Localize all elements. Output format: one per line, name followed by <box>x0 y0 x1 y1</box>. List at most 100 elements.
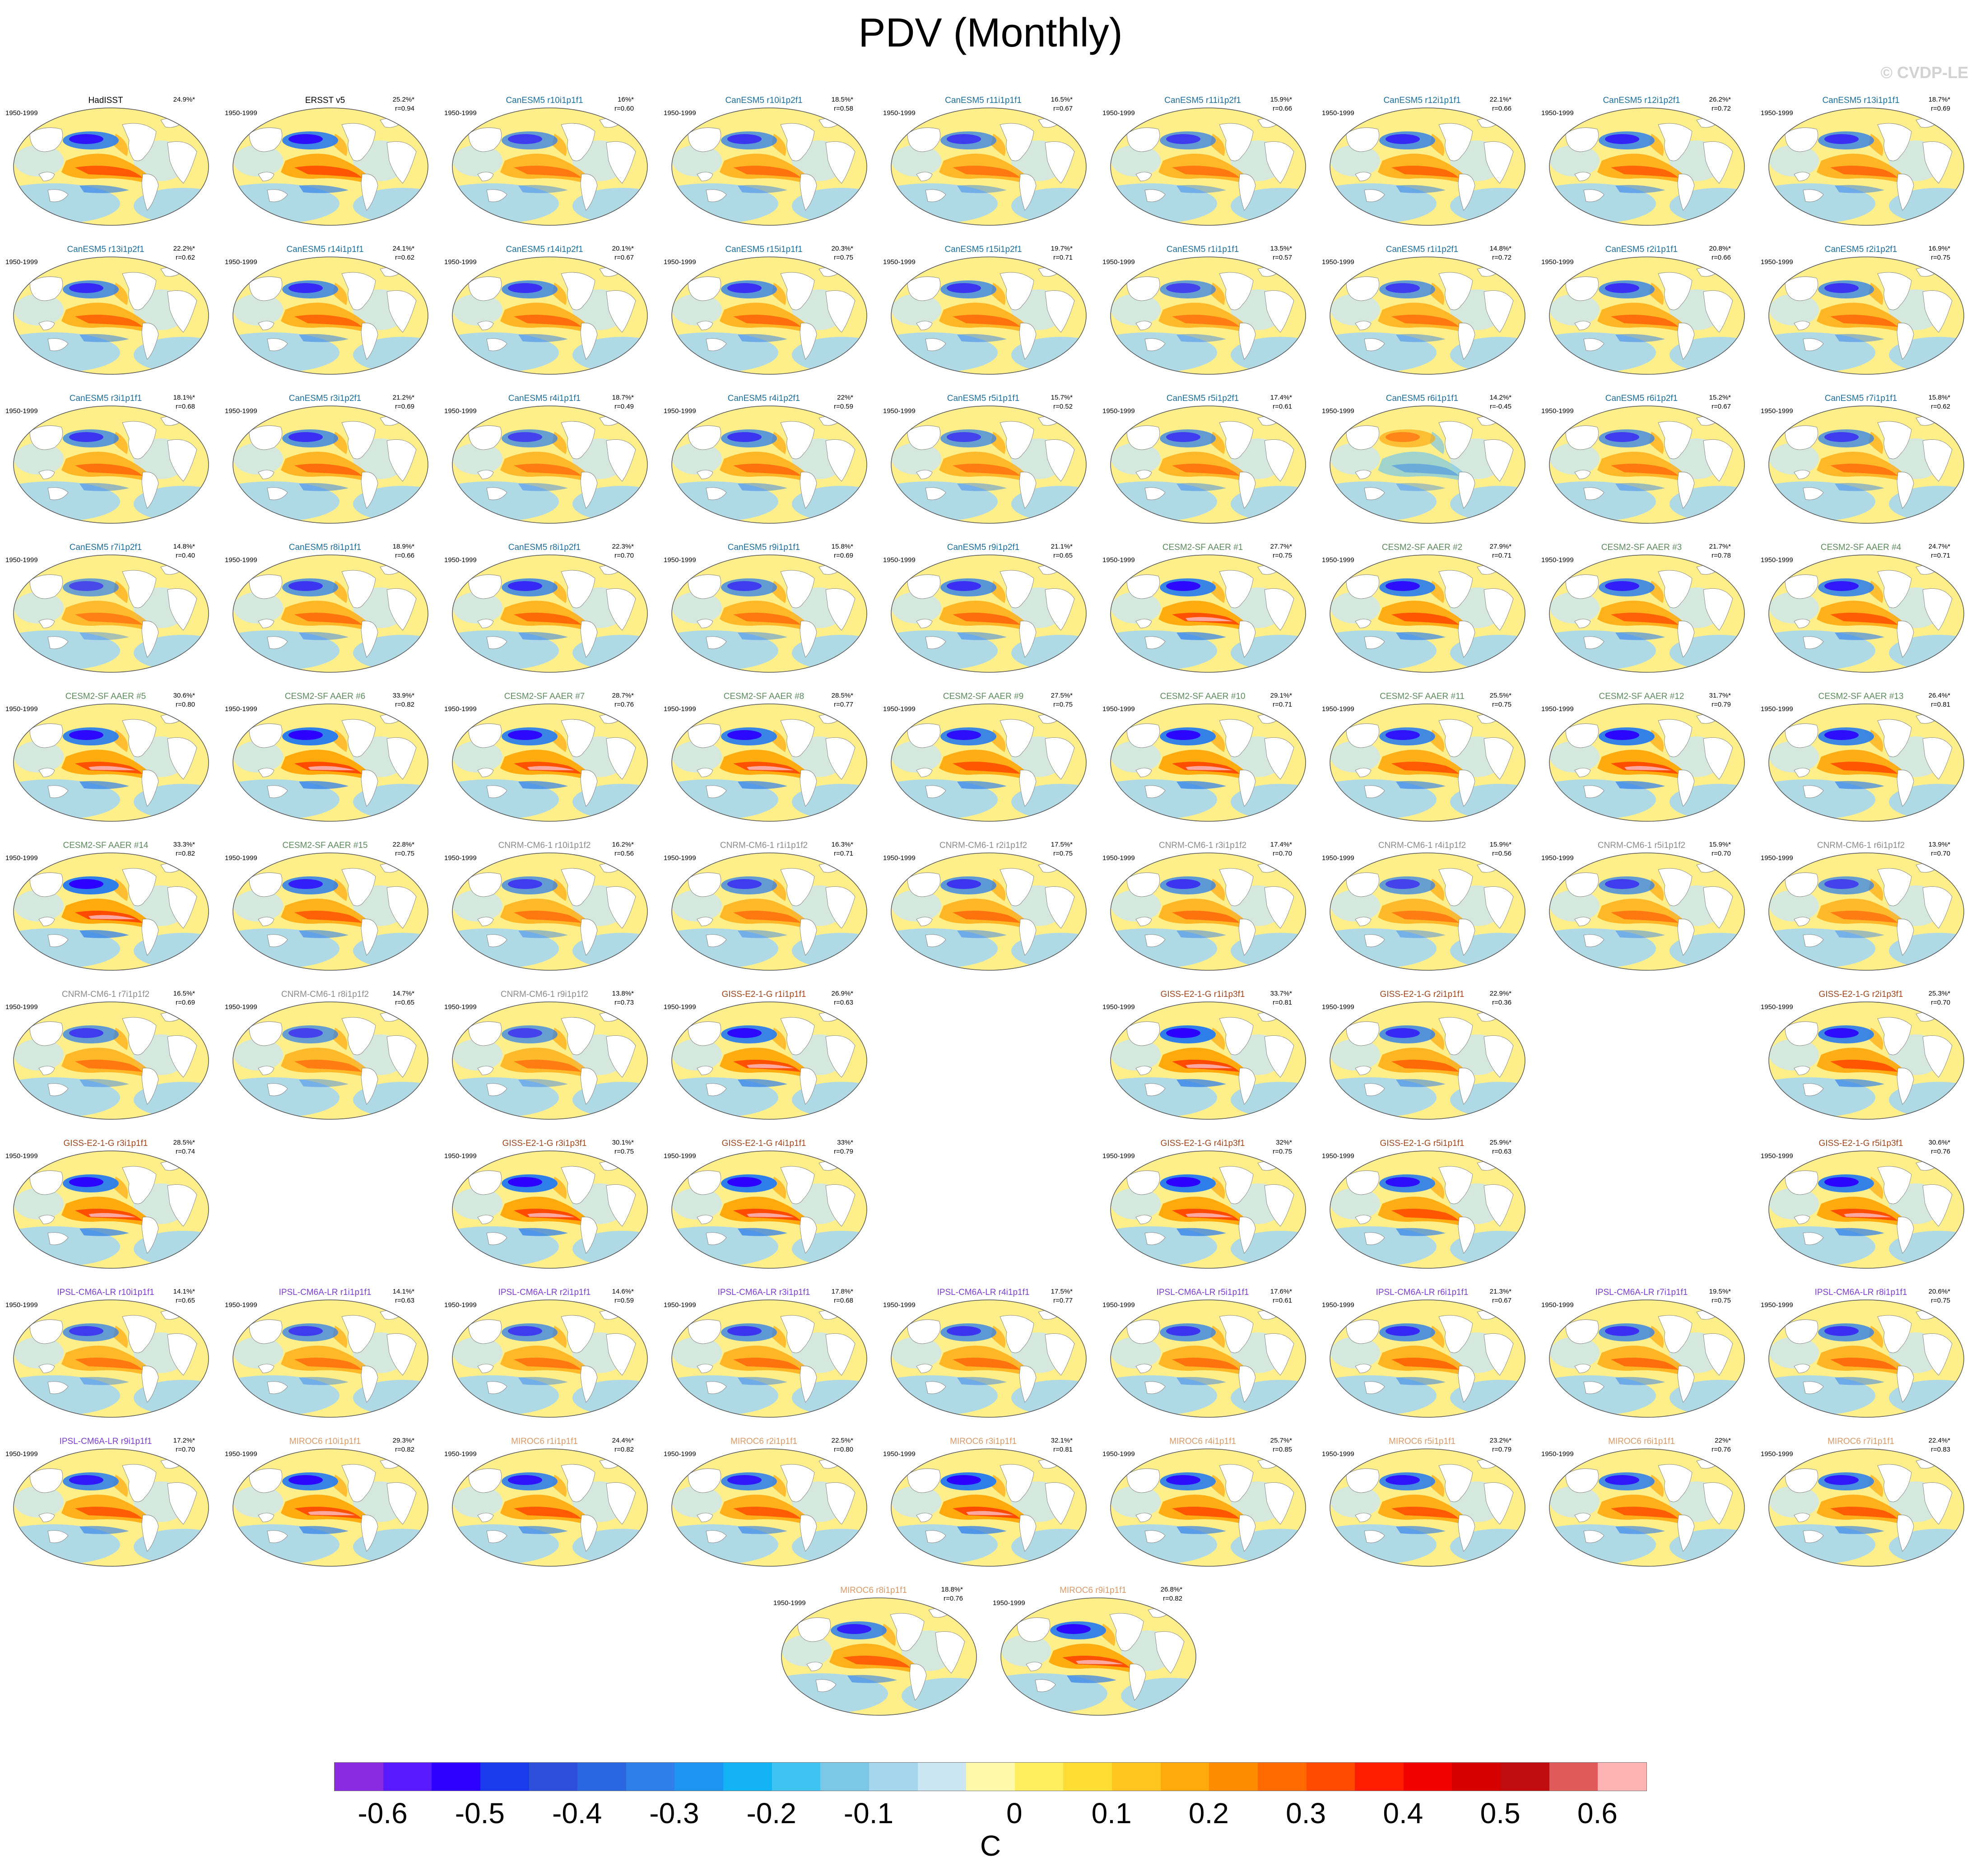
panel-title: GISS-E2-1-G r1i1p3f1 <box>1160 990 1245 999</box>
sst-pattern-map <box>13 1150 209 1269</box>
panel-period: 1950-1999 <box>5 705 38 713</box>
panel-title: IPSL-CM6A-LR r5i1p1f1 <box>1156 1288 1249 1297</box>
map-panel: CESM2-SF AAER #3 1950-1999 21.7%* r=0.78 <box>1538 540 1750 675</box>
map-panel: CESM2-SF AAER #1 1950-1999 27.7%* r=0.75 <box>1099 540 1311 675</box>
sst-pattern-map <box>1110 107 1306 226</box>
colorbar-swatch <box>1257 1763 1307 1791</box>
panel-variance-pct: 17.4%* <box>1270 841 1292 848</box>
colorbar-tick-label: 0.5 <box>1480 1797 1521 1829</box>
sst-pattern-map <box>1768 852 1964 971</box>
panel-variance-pct: 21.7%* <box>1709 543 1731 550</box>
panel-title: MIROC6 r6i1p1f1 <box>1608 1437 1675 1446</box>
panel-correlation: r=0.65 <box>176 1297 195 1304</box>
map-panel: CanESM5 r13i1p2f1 1950-1999 22.2%* r=0.62 <box>2 242 214 377</box>
colorbar-swatch <box>966 1763 1015 1791</box>
sst-pattern-map <box>1549 554 1745 673</box>
panel-variance-pct: 24.9%* <box>173 96 195 103</box>
panel-correlation: r=0.78 <box>1711 552 1731 559</box>
sst-pattern-map <box>671 852 867 971</box>
colorbar-swatch <box>820 1763 869 1791</box>
sst-pattern-map <box>891 852 1087 971</box>
colorbar-swatch <box>723 1763 772 1791</box>
map-panel: CanESM5 r1i1p1f1 1950-1999 13.5%* r=0.57 <box>1099 242 1311 377</box>
sst-pattern-map <box>671 1150 867 1269</box>
panel-correlation: r=0.82 <box>1163 1595 1182 1602</box>
panel-correlation: r=0.66 <box>1492 105 1511 112</box>
panel-variance-pct: 22.4%* <box>1928 1437 1950 1444</box>
sst-pattern-map <box>1768 703 1964 822</box>
map-panel: CanESM5 r10i1p2f1 1950-1999 18.5%* r=0.58 <box>660 93 872 228</box>
panel-title: CanESM5 r7i1p1f1 <box>1824 394 1897 403</box>
sst-pattern-map <box>1110 852 1306 971</box>
panel-period: 1950-1999 <box>1102 705 1135 713</box>
panel-period: 1950-1999 <box>1322 109 1354 117</box>
panel-correlation: r=0.70 <box>176 1446 195 1453</box>
panel-period: 1950-1999 <box>225 109 257 117</box>
panel-period: 1950-1999 <box>664 705 696 713</box>
sst-pattern-map <box>13 554 209 673</box>
colorbar-tick-label: 0.4 <box>1383 1797 1423 1829</box>
panel-correlation: r=0.80 <box>834 1446 853 1453</box>
map-panel: CanESM5 r9i1p1f1 1950-1999 15.8%* r=0.69 <box>660 540 872 675</box>
sst-pattern-map <box>13 256 209 375</box>
panel-correlation: r=0.62 <box>176 254 195 261</box>
map-panel: CESM2-SF AAER #9 1950-1999 27.5%* r=0.75 <box>879 689 1092 824</box>
panel-correlation: r=0.79 <box>834 1148 853 1155</box>
panel-period: 1950-1999 <box>1322 1301 1354 1309</box>
panel-title: CNRM-CM6-1 r9i1p1f2 <box>500 990 589 999</box>
panel-correlation: r=0.72 <box>1711 105 1731 112</box>
sst-pattern-map <box>1330 107 1525 226</box>
panel-correlation: r=0.75 <box>614 1148 634 1155</box>
panel-variance-pct: 18.1%* <box>173 394 195 401</box>
panel-title: IPSL-CM6A-LR r6i1p1f1 <box>1376 1288 1469 1297</box>
panel-correlation: r=0.82 <box>395 1446 414 1453</box>
panel-period: 1950-1999 <box>5 109 38 117</box>
sst-pattern-map <box>1330 852 1525 971</box>
panel-title: IPSL-CM6A-LR r8i1p1f1 <box>1814 1288 1907 1297</box>
panel-title: CNRM-CM6-1 r6i1p1f2 <box>1817 841 1905 850</box>
panel-variance-pct: 28.5%* <box>173 1139 195 1146</box>
map-panel: CESM2-SF AAER #7 1950-1999 28.7%* r=0.76 <box>441 689 653 824</box>
panel-correlation: r=0.75 <box>395 850 414 857</box>
panel-title: CESM2-SF AAER #10 <box>1160 692 1246 701</box>
sst-pattern-map <box>452 1448 648 1567</box>
panel-variance-pct: 22.3%* <box>612 543 634 550</box>
panel-variance-pct: 17.5%* <box>1051 841 1073 848</box>
panel-title: CanESM5 r6i1p2f1 <box>1605 394 1678 403</box>
panel-period: 1950-1999 <box>225 407 257 415</box>
map-panel: CanESM5 r10i1p1f1 1950-1999 16%* r=0.60 <box>441 93 653 228</box>
panel-period: 1950-1999 <box>1761 109 1793 117</box>
panel-title: IPSL-CM6A-LR r7i1p1f1 <box>1595 1288 1688 1297</box>
sst-pattern-map <box>891 256 1087 375</box>
colorbar-swatch <box>480 1763 529 1791</box>
panel-title: MIROC6 r1i1p1f1 <box>511 1437 578 1446</box>
colorbar-swatch <box>1063 1763 1112 1791</box>
panel-correlation: r=0.85 <box>1273 1446 1292 1453</box>
panel-period: 1950-1999 <box>1102 1152 1135 1160</box>
panel-title: CNRM-CM6-1 r2i1p1f2 <box>939 841 1028 850</box>
map-panel: MIROC6 r1i1p1f1 1950-1999 24.4%* r=0.82 <box>441 1434 653 1569</box>
panel-correlation: r=0.77 <box>1053 1297 1073 1304</box>
panel-title: CNRM-CM6-1 r4i1p1f2 <box>1378 841 1466 850</box>
panel-correlation: r=0.75 <box>1711 1297 1731 1304</box>
panel-period: 1950-1999 <box>1102 1450 1135 1458</box>
sst-pattern-map <box>1110 1448 1306 1567</box>
map-panel: CNRM-CM6-1 r2i1p1f2 1950-1999 17.5%* r=0.75 <box>879 838 1092 973</box>
map-panel: CanESM5 r11i1p1f1 1950-1999 16.5%* r=0.67 <box>879 93 1092 228</box>
panel-variance-pct: 16.9%* <box>1928 245 1950 252</box>
colorbar-tick-label: -0.4 <box>552 1797 602 1829</box>
panel-period: 1950-1999 <box>1541 407 1574 415</box>
sst-pattern-map <box>1110 405 1306 524</box>
panel-variance-pct: 18.7%* <box>1928 96 1950 103</box>
sst-pattern-map <box>1110 256 1306 375</box>
sst-pattern-map <box>1768 1448 1964 1567</box>
panel-variance-pct: 15.7%* <box>1051 394 1073 401</box>
sst-pattern-map <box>1330 405 1525 524</box>
panel-correlation: r=0.62 <box>1931 403 1950 410</box>
panel-title: CESM2-SF AAER #11 <box>1380 692 1465 701</box>
panel-variance-pct: 13.5%* <box>1270 245 1292 252</box>
panel-period: 1950-1999 <box>883 1301 916 1309</box>
panel-period: 1950-1999 <box>664 109 696 117</box>
panel-correlation: r=0.75 <box>834 254 853 261</box>
sst-pattern-map <box>1549 1448 1745 1567</box>
